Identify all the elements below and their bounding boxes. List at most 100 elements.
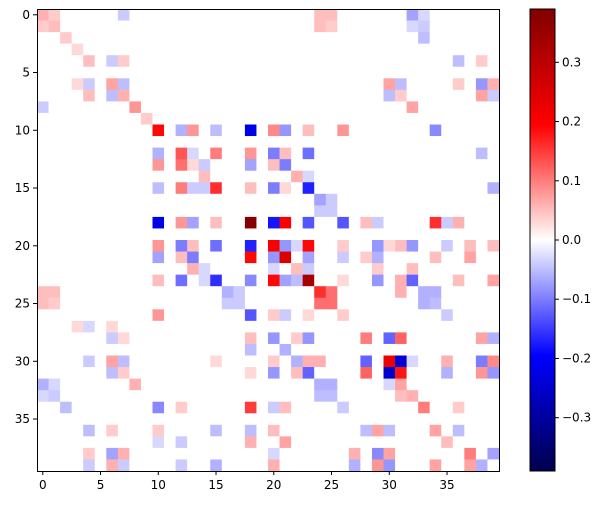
heatmap-cell-1-14	[198, 20, 211, 33]
heatmap-cell-26-36	[452, 309, 465, 322]
heatmap-cell-0-19	[256, 9, 269, 21]
heatmap-cell-5-0	[37, 66, 49, 79]
heatmap-cell-32-30	[383, 378, 396, 391]
heatmap-cell-29-10	[152, 343, 165, 356]
heatmap-cell-15-38	[475, 182, 488, 195]
heatmap-cell-10-31	[395, 124, 407, 137]
heatmap-cell-36-12	[175, 424, 188, 437]
heatmap-cell-20-25	[325, 240, 338, 252]
heatmap-cell-28-20	[268, 332, 280, 345]
heatmap-cell-12-33	[418, 147, 431, 160]
heatmap-cell-39-17	[233, 459, 246, 472]
heatmap-cell-1-22	[291, 20, 304, 33]
heatmap-cell-23-15	[210, 274, 223, 287]
heatmap-cell-13-8	[129, 159, 142, 172]
heatmap-cell-29-32	[406, 343, 419, 356]
heatmap-cell-33-28	[360, 390, 373, 403]
heatmap-cell-24-38	[475, 286, 488, 299]
heatmap-cell-21-17	[233, 251, 246, 264]
heatmap-cell-0-28	[360, 9, 373, 21]
heatmap-cell-37-35	[441, 436, 454, 449]
heatmap-cell-19-30	[383, 228, 396, 241]
heatmap-cell-30-23	[302, 355, 315, 368]
heatmap-cell-29-15	[210, 343, 223, 356]
heatmap-cell-22-21	[279, 263, 292, 276]
heatmap-cell-7-31	[395, 89, 407, 102]
heatmap-cell-21-38	[475, 251, 488, 264]
heatmap-cell-2-18	[244, 32, 257, 45]
heatmap-cell-2-4	[83, 32, 96, 45]
heatmap-cell-20-5	[94, 240, 107, 252]
heatmap-cell-2-39	[487, 32, 500, 45]
heatmap-cell-2-11	[164, 32, 176, 45]
heatmap-cell-0-37	[464, 9, 477, 21]
heatmap-cell-12-20	[268, 147, 280, 160]
heatmap-cell-16-17	[233, 193, 246, 206]
heatmap-cell-4-16	[221, 55, 234, 68]
heatmap-cell-11-5	[94, 136, 107, 148]
heatmap-cell-10-4	[83, 124, 96, 137]
heatmap-cell-16-29	[371, 193, 384, 206]
heatmap-cell-2-20	[268, 32, 280, 45]
y-tick-label: 5	[22, 66, 30, 80]
heatmap-cell-3-8	[129, 43, 142, 56]
heatmap-cell-0-16	[221, 9, 234, 21]
heatmap-cell-15-12	[175, 182, 188, 195]
heatmap-cell-36-23	[302, 424, 315, 437]
heatmap-cell-38-12	[175, 447, 188, 460]
heatmap-cell-4-21	[279, 55, 292, 68]
heatmap-cell-0-7	[117, 9, 130, 21]
heatmap-cell-30-4	[83, 355, 96, 368]
heatmap-cell-29-21	[279, 343, 292, 356]
heatmap-cell-38-25	[325, 447, 338, 460]
heatmap-cell-36-11	[164, 424, 176, 437]
heatmap-cell-16-2	[60, 193, 73, 206]
heatmap-cell-3-28	[360, 43, 373, 56]
heatmap-cell-4-32	[406, 55, 419, 68]
heatmap-cell-26-33	[418, 309, 431, 322]
heatmap-cell-29-0	[37, 343, 49, 356]
heatmap-cell-28-38	[475, 332, 488, 345]
heatmap-cell-36-4	[83, 424, 96, 437]
heatmap-cell-38-17	[233, 447, 246, 460]
heatmap-cell-7-3	[71, 89, 84, 102]
heatmap-cell-8-10	[152, 101, 165, 114]
heatmap-cell-39-16	[221, 459, 234, 472]
heatmap-cell-5-14	[198, 66, 211, 79]
heatmap-cell-31-12	[175, 367, 188, 379]
heatmap-cell-17-8	[129, 205, 142, 218]
heatmap-cell-13-19	[256, 159, 269, 172]
heatmap-cell-25-37	[464, 297, 477, 310]
heatmap-cell-20-26	[337, 240, 350, 252]
heatmap-cell-31-31	[395, 367, 407, 379]
heatmap-cell-18-34	[429, 216, 442, 229]
heatmap-cell-37-20	[268, 436, 280, 449]
heatmap-cell-26-1	[48, 309, 61, 322]
heatmap-cell-3-10	[152, 43, 165, 56]
heatmap-cell-5-36	[452, 66, 465, 79]
heatmap-cell-8-21	[279, 101, 292, 114]
heatmap-cell-36-19	[256, 424, 269, 437]
heatmap-cell-8-26	[337, 101, 350, 114]
heatmap-cell-11-37	[464, 136, 477, 148]
heatmap-cell-12-29	[371, 147, 384, 160]
heatmap-cell-30-24	[314, 355, 327, 368]
heatmap-cell-20-37	[464, 240, 477, 252]
heatmap-cell-11-13	[187, 136, 200, 148]
heatmap-cell-39-15	[210, 459, 223, 472]
heatmap-cell-14-12	[175, 170, 188, 183]
heatmap-cell-37-18	[244, 436, 257, 449]
heatmap-cell-26-9	[140, 309, 153, 322]
heatmap-cell-9-26	[337, 112, 350, 125]
heatmap-cell-33-14	[198, 390, 211, 403]
heatmap-cell-11-25	[325, 136, 338, 148]
heatmap-cell-24-16	[221, 286, 234, 299]
heatmap-cell-33-12	[175, 390, 188, 403]
heatmap-cell-26-17	[233, 309, 246, 322]
heatmap-cell-12-10	[152, 147, 165, 160]
heatmap-cell-28-3	[71, 332, 84, 345]
heatmap-cell-30-3	[71, 355, 84, 368]
heatmap-cell-32-21	[279, 378, 292, 391]
heatmap-cell-13-30	[383, 159, 396, 172]
heatmap-cell-25-28	[360, 297, 373, 310]
